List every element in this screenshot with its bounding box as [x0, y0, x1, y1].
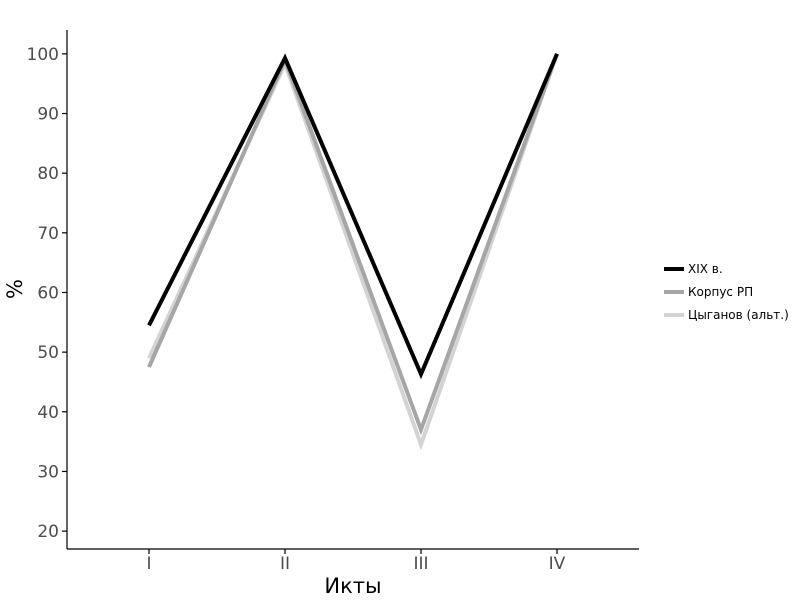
y-tick-label: 90: [37, 105, 59, 125]
y-tick-label: 40: [37, 403, 59, 423]
y-tick-label: 50: [37, 343, 59, 363]
y-tick-label: 70: [37, 224, 59, 244]
x-tick-label: IV: [549, 554, 566, 574]
x-tick-label: II: [280, 554, 290, 574]
y-tick-label: 60: [37, 283, 59, 303]
x-tick-label: III: [413, 554, 428, 574]
y-tick-label: 100: [27, 45, 59, 65]
series-line: [147, 53, 559, 380]
y-axis-ticks: 20 30 40 50 60 70 80 90 100: [27, 45, 67, 542]
legend-label: Цыганов (альт.): [688, 308, 789, 322]
y-axis-title: %: [3, 279, 27, 299]
y-tick-label: 30: [37, 462, 59, 482]
legend: XIX в. Корпус РП Цыганов (альт.): [664, 262, 789, 322]
x-tick-label: I: [146, 554, 151, 574]
x-axis-ticks: I II III IV: [146, 549, 566, 574]
x-axis-title: Икты: [324, 574, 381, 598]
y-tick-label: 20: [37, 522, 59, 542]
legend-label: XIX в.: [688, 262, 723, 276]
legend-label: Корпус РП: [688, 285, 753, 299]
y-tick-label: 80: [37, 164, 59, 184]
series-lines: [147, 53, 559, 451]
series-line: [147, 53, 559, 436]
